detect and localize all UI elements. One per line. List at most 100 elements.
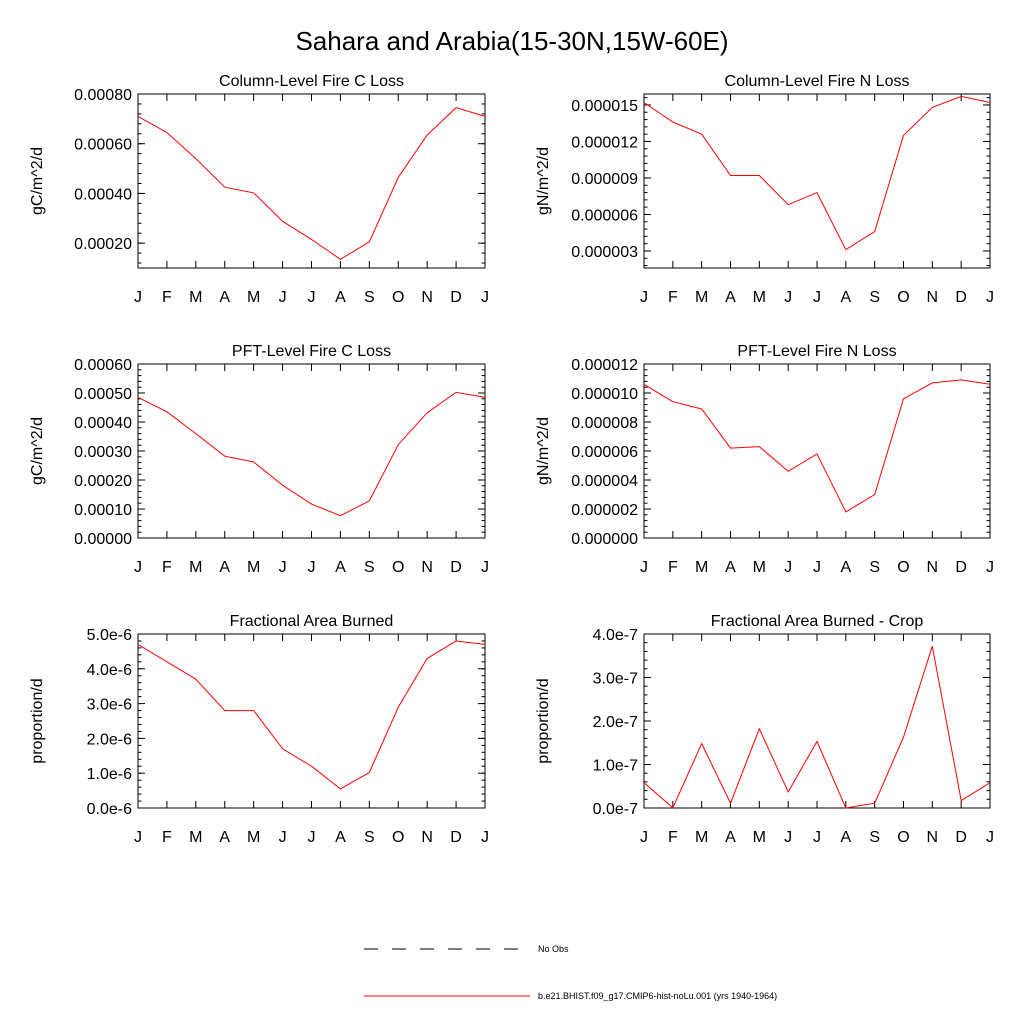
x-tick-label: A — [725, 559, 736, 576]
x-tick-label: O — [897, 829, 909, 846]
x-tick-label: D — [450, 829, 462, 846]
y-tick-label: 0.00000 — [74, 531, 132, 548]
x-tick-label: M — [695, 559, 708, 576]
y-tick-label: 4.0e-7 — [593, 627, 638, 644]
y-tick-label: 0.00020 — [74, 473, 132, 490]
x-tick-label: A — [335, 559, 346, 576]
x-tick-label: F — [668, 559, 678, 576]
x-tick-label: O — [897, 289, 909, 306]
x-tick-label: N — [421, 829, 433, 846]
x-tick-label: J — [986, 289, 994, 306]
series-line-1 — [137, 391, 486, 517]
figure-title: Sahara and Arabia(15-30N,15W-60E) — [295, 26, 728, 56]
x-tick-label: M — [753, 289, 766, 306]
x-tick-label: S — [364, 559, 375, 576]
y-tick-label: 0.000010 — [571, 386, 638, 403]
y-tick-label: 0.00010 — [74, 502, 132, 519]
x-tick-label: A — [840, 289, 851, 306]
y-tick-label: 0.000006 — [571, 444, 638, 461]
x-tick-label: J — [986, 829, 994, 846]
y-tick-label: 0.000015 — [571, 98, 638, 115]
y-tick-label: 0.00050 — [74, 386, 132, 403]
y-tick-label: 4.0e-6 — [87, 662, 132, 679]
x-tick-label: J — [308, 289, 316, 306]
y-axis-label: proportion/d — [29, 678, 46, 763]
x-tick-label: S — [364, 829, 375, 846]
x-tick-label: A — [840, 829, 851, 846]
x-tick-label: M — [753, 559, 766, 576]
plot-frame — [643, 93, 991, 269]
y-tick-label: 3.0e-6 — [87, 697, 132, 714]
y-tick-label: 0.000012 — [571, 357, 638, 374]
y-tick-label: 0.00080 — [74, 87, 132, 104]
y-axis-label: proportion/d — [535, 678, 552, 763]
x-tick-label: J — [784, 559, 792, 576]
x-tick-label: J — [640, 289, 648, 306]
y-tick-label: 2.0e-6 — [87, 731, 132, 748]
x-tick-label: O — [897, 559, 909, 576]
x-tick-label: A — [219, 559, 230, 576]
x-tick-label: S — [364, 289, 375, 306]
x-tick-label: D — [955, 289, 967, 306]
x-tick-label: N — [421, 289, 433, 306]
x-tick-label: F — [162, 289, 172, 306]
y-tick-label: 0.000002 — [571, 502, 638, 519]
x-tick-label: O — [392, 289, 404, 306]
x-tick-label: A — [725, 829, 736, 846]
y-tick-label: 3.0e-7 — [593, 671, 638, 688]
legend: No Obs b.e21.BHIST.f09_g17.CMIP6-hist-noL… — [364, 944, 777, 1001]
y-tick-label: 0.000006 — [571, 207, 638, 224]
series-line-1 — [643, 646, 991, 809]
x-tick-label: J — [640, 829, 648, 846]
series-line-1 — [643, 379, 991, 513]
y-axis-label: gC/m^2/d — [29, 417, 46, 485]
x-tick-label: M — [753, 829, 766, 846]
x-tick-label: M — [247, 829, 260, 846]
y-tick-label: 0.00060 — [74, 357, 132, 374]
x-tick-label: S — [869, 829, 880, 846]
x-tick-label: J — [279, 289, 287, 306]
y-axis-label: gN/m^2/d — [535, 147, 552, 215]
x-tick-label: N — [421, 559, 433, 576]
x-tick-label: D — [450, 559, 462, 576]
x-tick-label: N — [927, 289, 939, 306]
y-tick-label: 1.0e-6 — [87, 766, 132, 783]
panel-title: PFT-Level Fire N Loss — [737, 343, 896, 360]
x-tick-label: M — [189, 559, 202, 576]
panel-title: PFT-Level Fire C Loss — [232, 343, 391, 360]
x-tick-label: N — [927, 829, 939, 846]
x-tick-label: A — [219, 829, 230, 846]
x-tick-label: O — [392, 559, 404, 576]
x-tick-label: J — [308, 559, 316, 576]
x-tick-label: J — [279, 559, 287, 576]
x-tick-label: J — [813, 559, 821, 576]
x-tick-label: J — [640, 559, 648, 576]
legend-label-2: b.e21.BHIST.f09_g17.CMIP6-hist-noLu.001 … — [538, 991, 777, 1001]
y-axis-label: gC/m^2/d — [29, 147, 46, 215]
x-tick-label: M — [247, 289, 260, 306]
y-tick-label: 2.0e-7 — [593, 714, 638, 731]
x-tick-label: F — [668, 289, 678, 306]
plot-frame — [137, 363, 486, 539]
y-tick-label: 0.00040 — [74, 186, 132, 203]
y-tick-label: 0.00040 — [74, 415, 132, 432]
y-tick-label: 1.0e-7 — [593, 758, 638, 775]
y-tick-label: 0.000008 — [571, 415, 638, 432]
x-tick-label: M — [695, 289, 708, 306]
y-tick-label: 0.00060 — [74, 137, 132, 154]
y-tick-label: 0.0e-6 — [87, 801, 132, 818]
y-tick-label: 0.00020 — [74, 236, 132, 253]
y-tick-label: 0.000012 — [571, 134, 638, 151]
x-tick-label: J — [784, 289, 792, 306]
x-tick-label: S — [869, 289, 880, 306]
y-tick-label: 0.000003 — [571, 244, 638, 261]
x-tick-label: J — [986, 559, 994, 576]
x-tick-label: J — [308, 829, 316, 846]
x-tick-label: J — [134, 289, 142, 306]
